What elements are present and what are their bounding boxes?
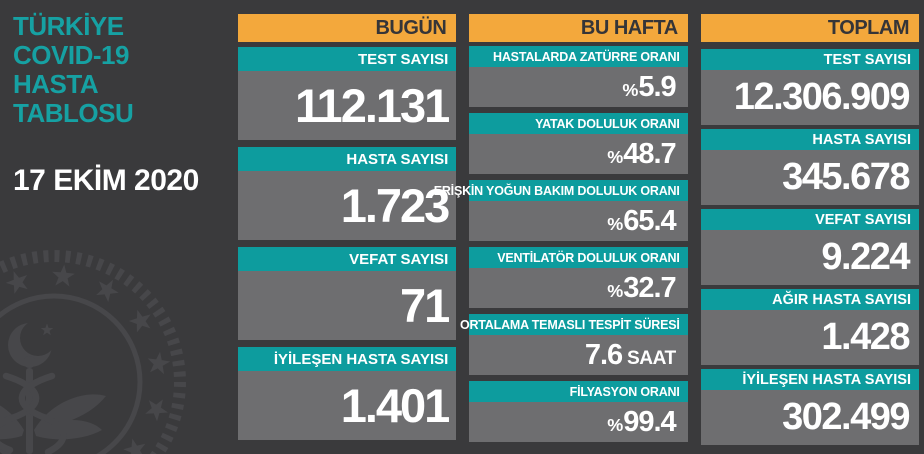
emblem-caduceus	[0, 356, 106, 454]
stat-value: 71	[238, 271, 457, 340]
stat-value-prefix: %	[607, 214, 624, 234]
stat-label: İYİLEŞEN HASTA SAYISI	[700, 369, 919, 390]
stat-value: %5.9	[469, 67, 688, 107]
stat-agir-hasta-sayisi: AĞIR HASTA SAYISI 1.428	[700, 289, 919, 365]
health-ministry-emblem-icon	[0, 250, 186, 454]
stat-label: HASTALARDA ZATÜRRE ORANI	[469, 46, 688, 67]
page-title-line: HASTA	[13, 69, 99, 99]
stat-yatak-doluluk-orani: YATAK DOLULUK ORANI %48.7	[469, 113, 688, 174]
stat-label: HASTA SAYISI	[238, 147, 457, 171]
stats-columns: BUGÜN TEST SAYISI 112.131 HASTA SAYISI 1.723…	[238, 14, 919, 445]
stat-value: 9.224	[700, 230, 919, 285]
stat-filyasyon-orani: FİLYASYON ORANI %99.4	[469, 381, 688, 442]
stat-value-prefix: %	[622, 80, 639, 100]
stat-test-sayisi: TEST SAYISI 112.131	[238, 47, 457, 140]
stat-value: 345.678	[700, 150, 919, 205]
stat-label: FİLYASYON ORANI	[469, 381, 688, 402]
stat-value-prefix: %	[607, 415, 624, 435]
stat-hasta-sayisi: HASTA SAYISI 1.723	[238, 147, 457, 240]
stat-value: 1.401	[238, 371, 457, 440]
stat-value: 1.428	[700, 310, 919, 365]
emblem-crescent-star	[8, 320, 56, 367]
stat-label: ERİŞKİN YOĞUN BAKIM DOLULUK ORANI	[434, 180, 688, 201]
stat-hastalarda-zaturre-orani: HASTALARDA ZATÜRRE ORANI %5.9	[469, 46, 688, 107]
column-bu-hafta: BU HAFTA HASTALARDA ZATÜRRE ORANI %5.9 YATA…	[434, 14, 688, 445]
stat-hasta-sayisi: HASTA SAYISI 345.678	[700, 129, 919, 205]
stat-value: 1.723	[238, 171, 457, 240]
stat-test-sayisi: TEST SAYISI 12.306.909	[700, 49, 919, 125]
page-title-line: TABLOSU	[13, 98, 134, 128]
stat-label: YATAK DOLULUK ORANI	[469, 113, 688, 134]
page-title: TÜRKİYE COVID-19 HASTA TABLOSU	[13, 11, 134, 128]
stat-value: %48.7	[469, 134, 688, 174]
report-date: 17 EKİM 2020	[13, 164, 199, 197]
stat-label: AĞIR HASTA SAYISI	[700, 289, 919, 310]
stat-eriskin-yogun-bakim-doluluk-orani: ERİŞKİN YOĞUN BAKIM DOLULUK ORANI %65.4	[434, 180, 688, 241]
stat-label: İYİLEŞEN HASTA SAYISI	[238, 347, 457, 371]
column-toplam: TOPLAM TEST SAYISI 12.306.909 HASTA SAYISI 3…	[700, 14, 919, 445]
stat-value: %32.7	[469, 268, 688, 308]
stat-value-prefix: %	[607, 281, 624, 301]
stat-label: ORTALAMA TEMASLI TESPİT SÜRESİ	[460, 314, 688, 335]
stat-vefat-sayisi: VEFAT SAYISI 71	[238, 247, 457, 340]
column-header-toplam: TOPLAM	[700, 14, 919, 42]
stat-value: 7.6 SAAT	[469, 335, 688, 375]
page-title-line: COVID-19	[13, 40, 129, 70]
stat-ventilator-doluluk-orani: VENTİLATÖR DOLULUK ORANI %32.7	[469, 247, 688, 308]
stat-ortalama-temasli-tespit-suresi: ORTALAMA TEMASLI TESPİT SÜRESİ 7.6 SAAT	[460, 314, 688, 375]
stat-label: TEST SAYISI	[700, 49, 919, 70]
stat-label: TEST SAYISI	[238, 47, 457, 71]
emblem-stars	[5, 264, 171, 454]
stat-iyilesen-hasta-sayisi: İYİLEŞEN HASTA SAYISI 302.499	[700, 369, 919, 445]
stat-label: VEFAT SAYISI	[700, 209, 919, 230]
stat-value-suffix: SAAT	[622, 348, 676, 369]
stat-value-prefix: %	[607, 147, 624, 167]
stat-value: 12.306.909	[700, 70, 919, 125]
stat-iyilesen-hasta-sayisi: İYİLEŞEN HASTA SAYISI 1.401	[238, 347, 457, 440]
column-header-bu-hafta: BU HAFTA	[469, 14, 688, 42]
stat-label: HASTA SAYISI	[700, 129, 919, 150]
stat-value: 112.131	[238, 71, 457, 140]
sidebar: TÜRKİYE COVID-19 HASTA TABLOSU 17 EKİM 2…	[0, 0, 238, 454]
stat-value: %65.4	[469, 201, 688, 241]
stat-label: VENTİLATÖR DOLULUK ORANI	[469, 247, 688, 268]
stat-label: VEFAT SAYISI	[238, 247, 457, 271]
stat-vefat-sayisi: VEFAT SAYISI 9.224	[700, 209, 919, 285]
page-title-line: TÜRKİYE	[13, 11, 124, 41]
column-header-bugun: BUGÜN	[238, 14, 457, 42]
column-bugun: BUGÜN TEST SAYISI 112.131 HASTA SAYISI 1.723…	[238, 14, 457, 445]
stat-value: 302.499	[700, 390, 919, 445]
stat-value: %99.4	[469, 402, 688, 442]
